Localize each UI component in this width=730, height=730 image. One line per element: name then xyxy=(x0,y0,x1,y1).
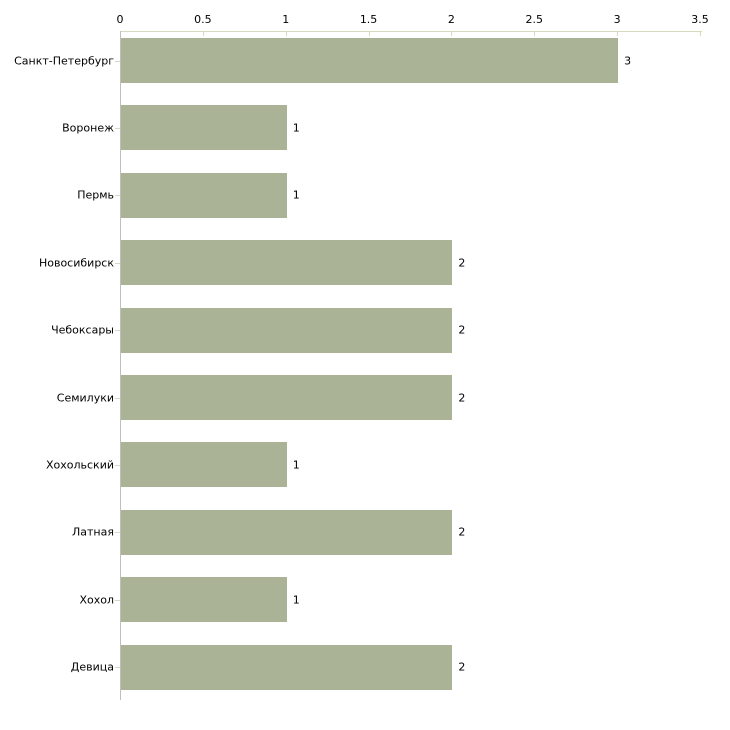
category-label: Латная xyxy=(72,525,114,539)
bar-value-label: 1 xyxy=(292,458,300,472)
category-tick xyxy=(115,195,120,197)
bar xyxy=(121,442,287,488)
category-label: Новосибирск xyxy=(38,256,114,270)
category-tick xyxy=(115,667,120,669)
bar xyxy=(121,307,453,353)
x-tick-label: 0.5 xyxy=(194,13,212,26)
category-label: Семилуки xyxy=(56,391,114,404)
category-tick xyxy=(115,262,120,264)
bar-value-label: 2 xyxy=(458,391,466,404)
category-tick xyxy=(115,60,120,62)
x-tick-label: 1 xyxy=(282,13,290,26)
category-label: Чебоксары xyxy=(51,323,114,337)
bar-value-label: 2 xyxy=(458,525,466,539)
category-tick xyxy=(115,599,120,601)
bar-value-label: 2 xyxy=(458,660,466,674)
category-label: Воронеж xyxy=(62,121,114,135)
x-tick xyxy=(202,32,204,36)
bar xyxy=(121,38,619,83)
x-tick-label: 2 xyxy=(447,13,455,26)
x-tick xyxy=(617,32,619,36)
category-tick xyxy=(115,127,120,129)
bar xyxy=(121,577,287,623)
x-tick-label: 1.5 xyxy=(359,13,378,26)
bar-value-label: 2 xyxy=(458,323,466,337)
bar xyxy=(121,375,453,420)
x-tick xyxy=(534,32,536,36)
category-tick xyxy=(115,330,120,332)
category-label: Пермь xyxy=(77,188,114,202)
x-axis-line xyxy=(120,31,702,32)
bar-value-label: 2 xyxy=(458,256,466,270)
x-tick xyxy=(700,32,701,36)
x-tick xyxy=(368,32,370,36)
category-tick xyxy=(115,464,120,466)
bar-value-label: 3 xyxy=(624,54,632,67)
bar-value-label: 1 xyxy=(292,593,300,607)
x-tick-label: 0 xyxy=(116,13,124,26)
x-tick-label: 3.5 xyxy=(691,13,709,26)
x-tick xyxy=(451,32,453,36)
category-tick xyxy=(115,532,120,534)
y-axis-line xyxy=(120,31,121,700)
bar xyxy=(121,509,453,555)
x-tick-label: 3 xyxy=(613,13,621,26)
x-tick-label: 2.5 xyxy=(525,13,544,26)
bar xyxy=(121,240,453,286)
category-tick xyxy=(115,397,120,399)
category-label: Санкт-Петербург xyxy=(14,54,114,67)
bar xyxy=(121,172,287,218)
category-label: Хохольский xyxy=(45,458,114,472)
category-label: Девица xyxy=(70,660,114,674)
x-tick xyxy=(285,32,287,36)
bar-value-label: 1 xyxy=(292,188,300,202)
bar xyxy=(121,105,287,151)
category-label: Хохол xyxy=(79,593,114,607)
bar xyxy=(121,644,453,690)
bar-value-label: 1 xyxy=(292,121,300,135)
